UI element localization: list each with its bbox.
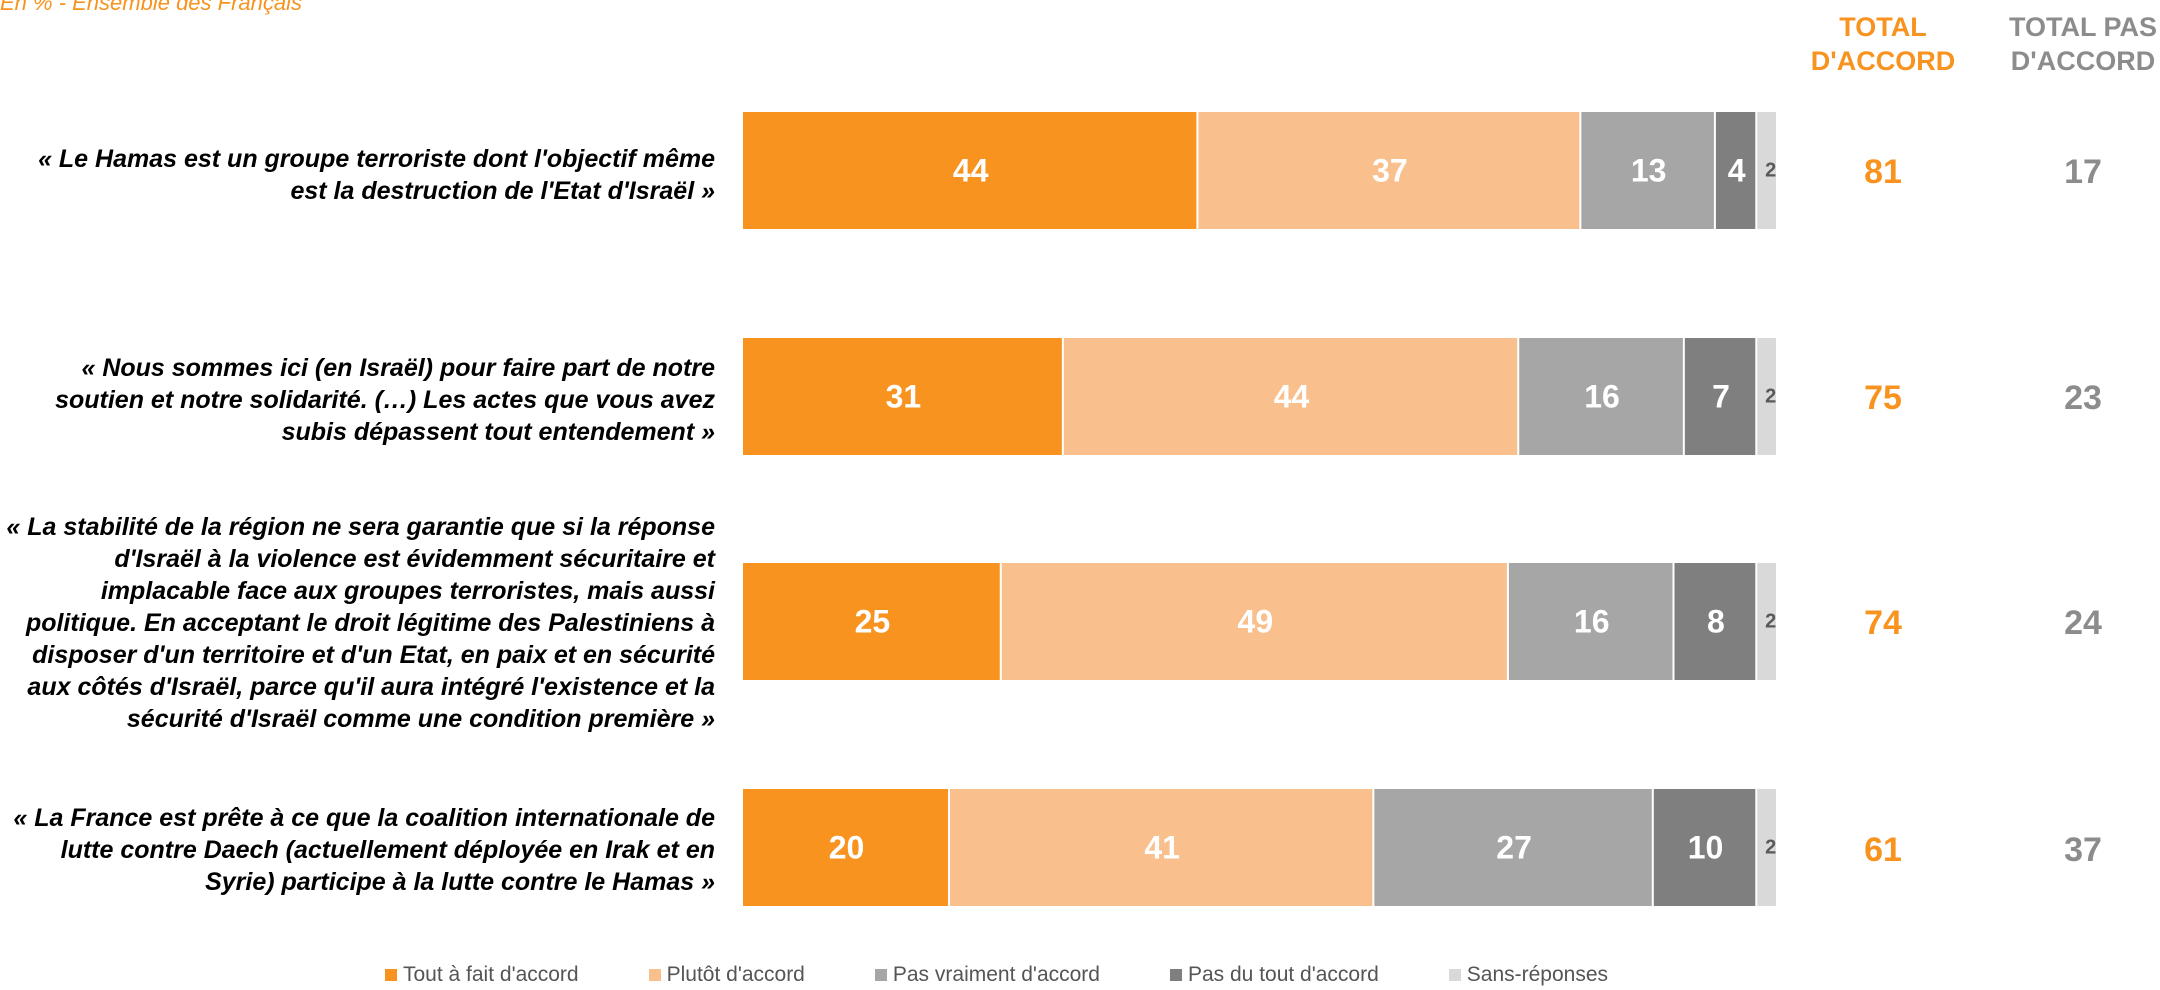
bar-segment-plutot-4: [950, 789, 1373, 906]
bar-segment-plutot-3: [1001, 563, 1507, 680]
bar-label-pas-du-tout-1: 4: [1728, 153, 1746, 189]
bar-segment-pas-vraiment-3: [1508, 563, 1673, 680]
bar-segment-tout-a-fait-2: [743, 338, 1062, 455]
legend-label: Sans-réponses: [1466, 963, 1609, 986]
chart-legend: Tout à fait d'accord Plutôt d'accord Pas…: [385, 960, 1678, 990]
legend-swatch-plutot: [648, 969, 661, 981]
bar-segment-sans-reponses-1: [1757, 112, 1776, 229]
bar-segment-pas-du-tout-2: [1684, 338, 1756, 455]
legend-swatch-pas-du-tout: [1169, 969, 1182, 981]
legend-label: Pas du tout d'accord: [1187, 963, 1379, 986]
bar-segment-pas-vraiment-1: [1581, 112, 1714, 229]
total-disagree-value-2: 23: [2064, 379, 2102, 417]
bar-segment-plutot-1: [1198, 112, 1580, 229]
bar-label-sans-reponses-3: 2: [1765, 611, 1776, 633]
bar-label-pas-du-tout-3: 8: [1707, 604, 1725, 640]
bar-label-tout-a-fait-2: 31: [886, 379, 922, 415]
statement-label-2: « Nous sommes ici (en Israël) pour faire…: [55, 354, 715, 446]
bar-segment-tout-a-fait-4: [743, 789, 948, 906]
bar-label-tout-a-fait-4: 20: [829, 830, 865, 866]
bar-label-sans-reponses-1: 2: [1765, 160, 1776, 182]
legend-item-pas-vraiment: Pas vraiment d'accord: [874, 960, 1100, 990]
legend-item-sans-reponses: Sans-réponses: [1448, 960, 1609, 990]
bar-segment-tout-a-fait-1: [743, 112, 1197, 229]
bar-segment-pas-du-tout-4: [1653, 789, 1756, 906]
bar-label-tout-a-fait-1: 44: [953, 153, 989, 189]
bar-segment-pas-du-tout-1: [1715, 112, 1756, 229]
bar-label-plutot-3: 49: [1238, 604, 1274, 640]
total-agree-value-2: 75: [1864, 379, 1902, 417]
total-disagree-value-1: 17: [2064, 153, 2102, 191]
bar-label-plutot-4: 41: [1144, 830, 1180, 866]
legend-label: Plutôt d'accord: [666, 963, 805, 986]
bar-label-sans-reponses-4: 2: [1765, 837, 1776, 859]
statement-label-3: « La stabilité de la région ne sera gara…: [6, 512, 715, 733]
legend-swatch-tout-a-fait: [385, 969, 397, 981]
total-disagree-value-3: 24: [2064, 604, 2102, 642]
bar-label-sans-reponses-2: 2: [1765, 386, 1776, 408]
bar-label-pas-vraiment-1: 13: [1631, 153, 1667, 189]
bar-label-pas-vraiment-2: 16: [1584, 379, 1620, 415]
bar-segment-tout-a-fait-3: [743, 563, 1000, 680]
legend-label: Tout à fait d'accord: [403, 963, 579, 986]
statement-label-1: « Le Hamas est un groupe terroriste dont…: [38, 145, 715, 205]
bar-segment-pas-du-tout-3: [1674, 563, 1756, 680]
bar-label-pas-du-tout-4: 10: [1688, 830, 1724, 866]
legend-item-pas-du-tout: Pas du tout d'accord: [1169, 960, 1379, 990]
bar-label-pas-vraiment-3: 16: [1574, 604, 1610, 640]
bar-segment-pas-vraiment-2: [1519, 338, 1683, 455]
total-disagree-value-4: 37: [2064, 831, 2102, 869]
total-agree-value-1: 81: [1864, 153, 1902, 191]
bar-segment-sans-reponses-2: [1757, 338, 1776, 455]
legend-swatch-pas-vraiment: [874, 969, 887, 981]
total-disagree-header: TOTAL PAS D'ACCORD: [2008, 12, 2157, 76]
chart-subtitle: En % - Ensemble des Français: [0, 0, 303, 15]
legend-item-plutot: Plutôt d'accord: [648, 960, 805, 990]
legend-label: Pas vraiment d'accord: [892, 963, 1100, 986]
bar-segment-sans-reponses-3: [1757, 563, 1776, 680]
total-agree-value-3: 74: [1864, 604, 1902, 642]
total-agree-value-4: 61: [1864, 831, 1902, 869]
bar-segment-pas-vraiment-4: [1374, 789, 1652, 906]
bar-segment-plutot-2: [1063, 338, 1518, 455]
legend-item-tout-a-fait: Tout à fait d'accord: [385, 960, 579, 990]
bar-label-plutot-2: 44: [1274, 379, 1310, 415]
legend-swatch-sans-reponses: [1448, 969, 1461, 981]
bar-label-tout-a-fait-3: 25: [855, 604, 891, 640]
total-agree-header: TOTAL D'ACCORD: [1810, 12, 1956, 76]
statement-label-4: « La France est prête à ce que la coalit…: [13, 804, 715, 896]
bar-label-pas-du-tout-2: 7: [1712, 379, 1730, 415]
bar-label-pas-vraiment-4: 27: [1496, 830, 1532, 866]
bar-segment-sans-reponses-4: [1757, 789, 1776, 906]
bar-label-plutot-1: 37: [1372, 153, 1408, 189]
